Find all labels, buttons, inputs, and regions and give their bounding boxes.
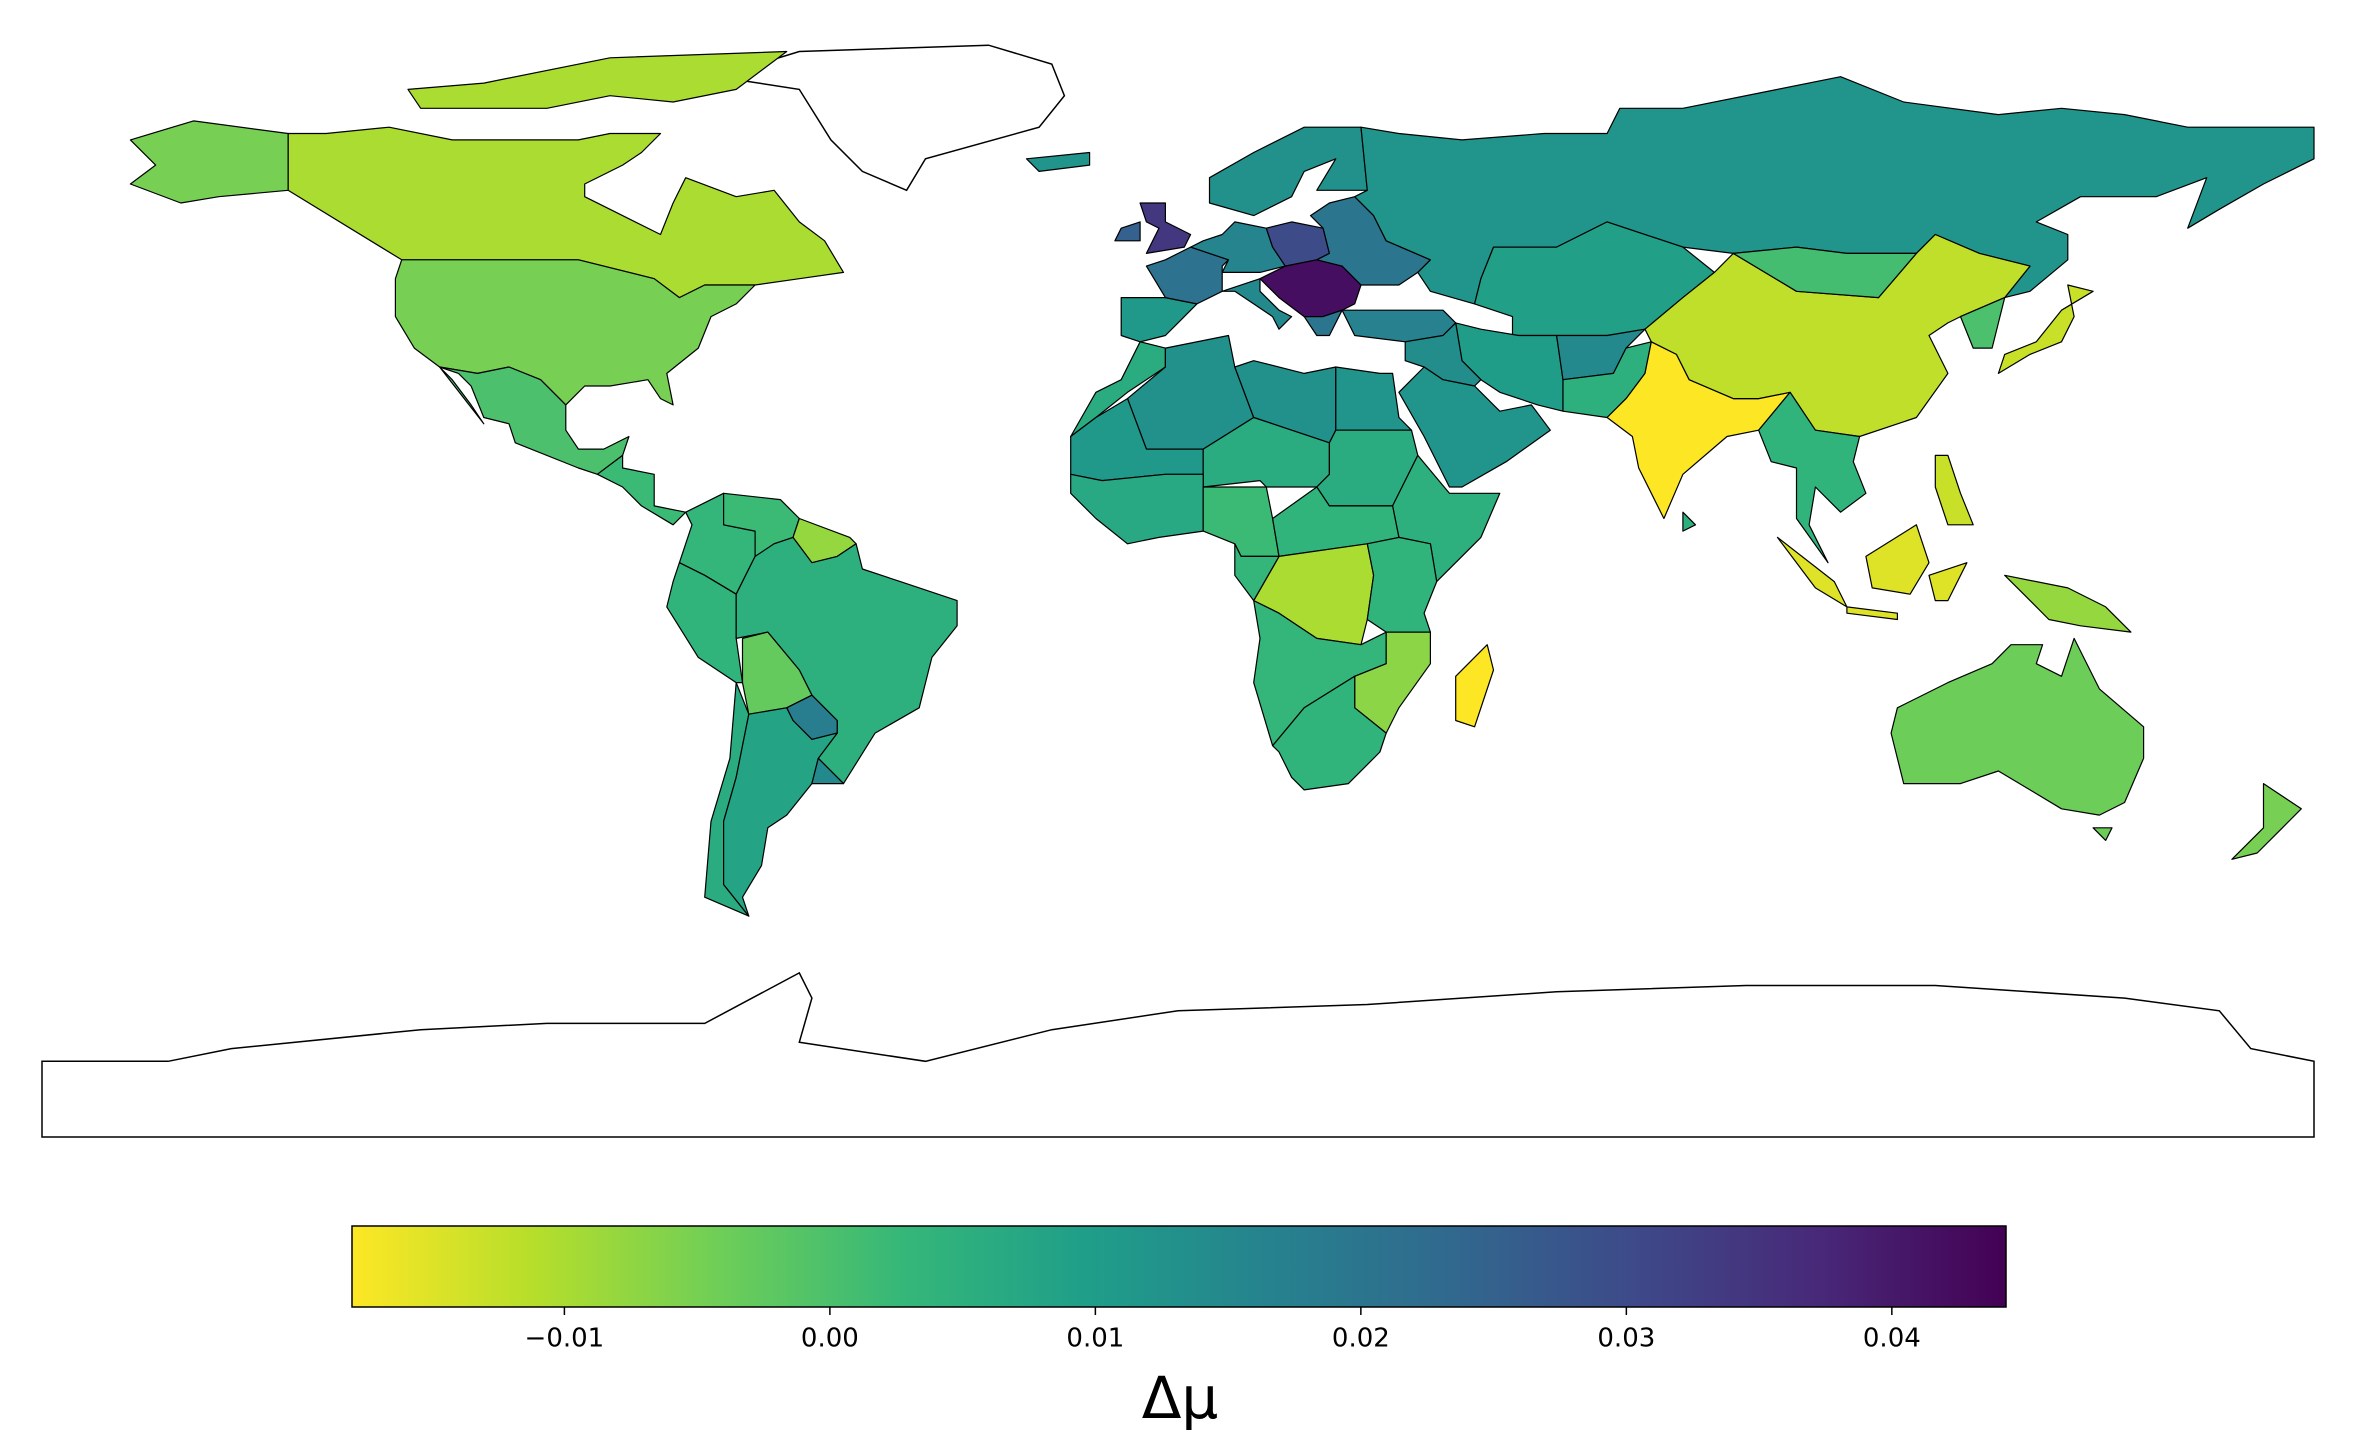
country [1202,486,1280,557]
country [1959,297,2006,349]
countries [129,50,2315,917]
country [1455,644,1495,728]
country [723,707,838,917]
country [1070,473,1204,545]
country [129,120,756,406]
colorbar: −0.01 0.00 0.01 0.02 0.03 0.04 [351,1225,2007,1354]
country [1758,391,1867,564]
colorbar-gradient [351,1225,2007,1308]
country [1404,322,1482,387]
country [1114,221,1141,242]
country [1208,126,1368,217]
country [1303,309,1343,337]
colorbar-tick-label: 0.02 [1332,1324,1390,1354]
country [1997,284,2094,374]
country [811,757,845,785]
country [1234,543,1280,602]
country [596,454,687,526]
country [2231,783,2302,860]
colorbar-tick-label: 0.00 [801,1324,859,1354]
country [1732,246,1917,299]
country [1221,278,1293,330]
colorbar-tick-label: 0.03 [1597,1324,1655,1354]
country [1259,259,1362,318]
colorbar-tick-label: 0.01 [1066,1324,1124,1354]
country [1366,536,1438,633]
country [666,562,744,684]
no-data-land [41,44,2315,1138]
country [1398,366,1551,488]
country [439,366,630,475]
country [1139,202,1192,254]
country [1934,454,1974,526]
colorbar-tick-label: 0.04 [1863,1324,1921,1354]
colorbar-tick-label: −0.01 [525,1324,605,1354]
country [1776,524,1968,621]
country [1272,675,1387,791]
antarctica [41,971,2315,1138]
colorbar-label: Δμ [1142,1364,1219,1432]
country [1025,151,1091,172]
country [1682,511,1697,532]
greenland [717,44,1066,192]
country [1120,297,1198,343]
country [2004,574,2132,633]
country [1335,366,1413,431]
country [1890,637,2145,841]
